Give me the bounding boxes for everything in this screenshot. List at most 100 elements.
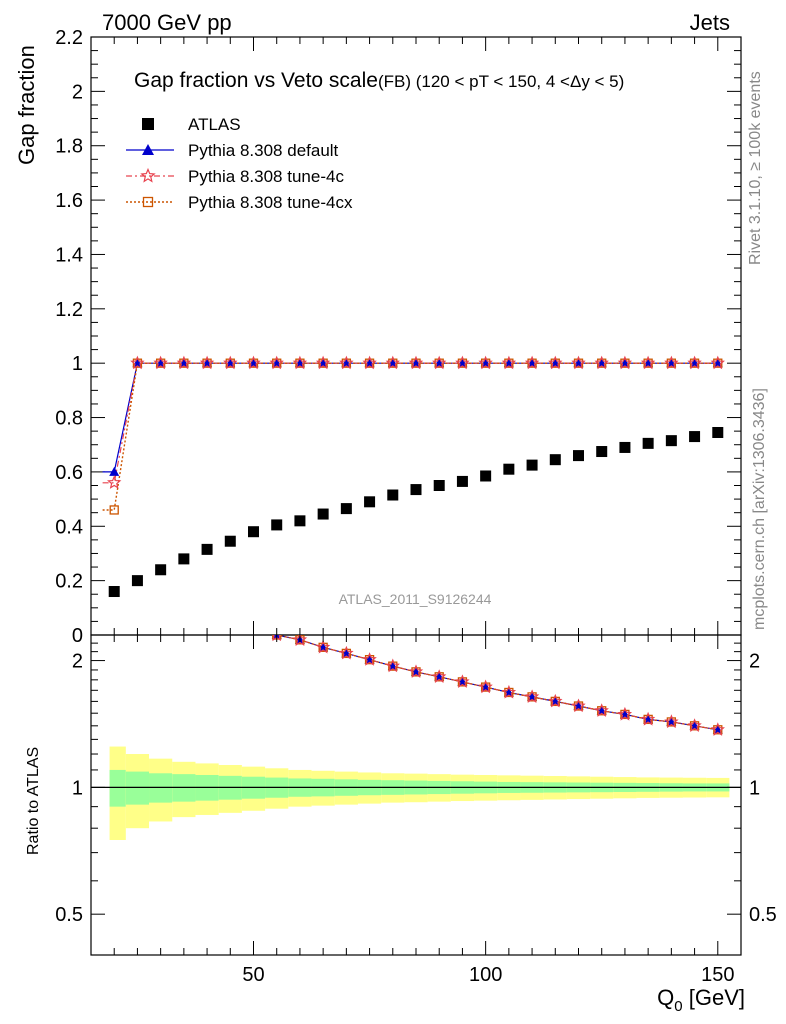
ratio-data <box>271 635 725 736</box>
atlas-point <box>155 564 167 576</box>
tune4c-point <box>292 355 308 370</box>
legend-atlas-marker <box>142 118 154 130</box>
legend-entry-label: Pythia 8.308 tune-4cx <box>188 193 353 212</box>
atlas-point <box>224 535 236 547</box>
tune4c-point <box>246 355 261 370</box>
ratio-tune4c-point <box>501 684 517 699</box>
atlas-point <box>503 463 515 475</box>
atlas-point <box>712 426 724 438</box>
legend-star-marker <box>140 167 156 183</box>
main-y-tick-label: 1.6 <box>55 190 83 212</box>
x-axis-title: Q0 [GeV] <box>657 985 745 1015</box>
ratio-y-tick-label-right: 0.5 <box>749 904 777 926</box>
legend-open-square-marker <box>142 196 154 208</box>
atlas-point <box>317 508 329 520</box>
legend-entry-label: Pythia 8.308 default <box>188 141 339 160</box>
ratio-tune4c-point <box>455 674 470 688</box>
chart-title: Gap fraction vs Veto scale(FB) (120 < pT… <box>134 69 624 92</box>
ratio-tune4c-point <box>408 664 424 678</box>
atlas-point <box>201 543 213 555</box>
ratio-tune4c-point <box>617 706 633 721</box>
tune4cx-point <box>109 505 119 515</box>
ratio-y-tick-label: 0.5 <box>55 904 83 926</box>
main-y-tick-label: 0.2 <box>55 571 83 593</box>
process-label: Jets <box>690 10 730 35</box>
series-line-2 <box>102 362 718 484</box>
series-line-1 <box>102 362 718 473</box>
tune4c-point <box>710 355 725 370</box>
atlas-point <box>596 446 608 458</box>
ratio-tune4c-point <box>362 652 377 666</box>
tune4c-point <box>339 355 354 370</box>
legend-triangle-marker <box>142 144 154 155</box>
legend-entry-label: ATLAS <box>188 115 241 134</box>
main-plot: 0 0.2 0.4 0.6 0.8 1 1.2 1.4 1.6 1.8 2 2.2 <box>55 27 742 647</box>
tune4c-point <box>524 355 540 370</box>
chart-subtitle: (FB) (120 < pT < 150, 4 <Δy < 5) <box>378 72 624 91</box>
ratio-tune4c-point <box>315 639 331 654</box>
ratio-tune4c-point <box>594 703 609 717</box>
atlas-point <box>573 450 584 462</box>
stat-uncertainty-band <box>109 769 126 807</box>
ratio-tune4c-point <box>548 693 563 708</box>
ratio-y-tick-label-right: 1 <box>749 777 760 799</box>
atlas-point <box>248 526 259 538</box>
atlas-point <box>364 496 376 508</box>
atlas-point <box>271 519 283 531</box>
tune4c-point <box>617 355 633 370</box>
main-y-tick-label: 1.8 <box>55 136 83 158</box>
ratio-bands <box>109 746 730 841</box>
main-y-tick-label: 1 <box>72 353 83 375</box>
atlas-point <box>108 586 120 598</box>
x-axis-title-unit: [GeV] <box>683 985 745 1010</box>
tune4c-point <box>362 355 377 370</box>
tune4c-point <box>571 355 586 370</box>
atlas-point <box>480 470 492 482</box>
energy-label: 7000 GeV pp <box>102 10 232 35</box>
ratio-tune4c-point <box>524 689 540 703</box>
ratio-y-tick-label: 2 <box>72 651 83 673</box>
atlas-point <box>619 441 631 453</box>
tune4c-point <box>455 355 470 370</box>
x-tick-label: 50 <box>242 964 264 986</box>
stat-uncertainty-band <box>125 771 150 805</box>
ratio-y-tick-label: 1 <box>72 777 83 799</box>
legend: ATLAS Pythia 8.308 default Pythia 8.308 tu… <box>126 115 353 212</box>
atlas-point <box>549 454 561 466</box>
main-y-tick-label: 0 <box>72 625 83 647</box>
atlas-point <box>433 480 445 491</box>
atlas-point <box>294 515 306 527</box>
tune4c-point <box>176 355 192 370</box>
rivet-label: Rivet 3.1.10, ≥ 100k events <box>747 71 764 265</box>
atlas-point <box>526 459 538 471</box>
atlas-point <box>689 431 701 443</box>
ratio-plot: 0.5 0.5 1 1 2 2 50 100 150 <box>55 634 777 986</box>
mcplots-label: mcplots.cern.ch [arXiv:1306.3436] <box>751 388 768 630</box>
ratio-tune4c-point <box>292 635 308 647</box>
ratio-tune4c-point <box>339 645 354 660</box>
tune4c-point <box>640 355 656 370</box>
chart-title-main: Gap fraction vs Veto scale <box>134 69 378 92</box>
main-y-tick-label: 2.2 <box>55 27 83 49</box>
atlas-point <box>340 503 352 515</box>
atlas-point <box>665 435 677 447</box>
main-y-tick-label: 0.6 <box>55 462 83 484</box>
tune4c-point <box>594 355 609 370</box>
legend-entry-label: Pythia 8.308 tune-4c <box>188 167 344 186</box>
ratio-tune4c-point <box>710 722 725 736</box>
analysis-watermark: ATLAS_2011_S9126244 <box>339 591 492 607</box>
ratio-tune4c-point <box>432 669 447 683</box>
ratio-tune4c-point <box>571 698 586 713</box>
ratio-tune4c-point <box>687 718 702 733</box>
ratio-tune4c-point <box>478 679 493 694</box>
ratio-y-axis-title: Ratio to ATLAS <box>25 747 42 855</box>
atlas-point <box>642 437 654 449</box>
main-y-tick-label: 1.4 <box>55 244 83 266</box>
atlas-point <box>178 553 190 565</box>
tune4c-point <box>199 355 215 370</box>
tune4c-point <box>687 355 702 370</box>
main-y-axis-title: Gap fraction <box>14 45 39 165</box>
atlas-point <box>387 489 399 501</box>
main-y-tick-label: 0.4 <box>55 516 83 538</box>
